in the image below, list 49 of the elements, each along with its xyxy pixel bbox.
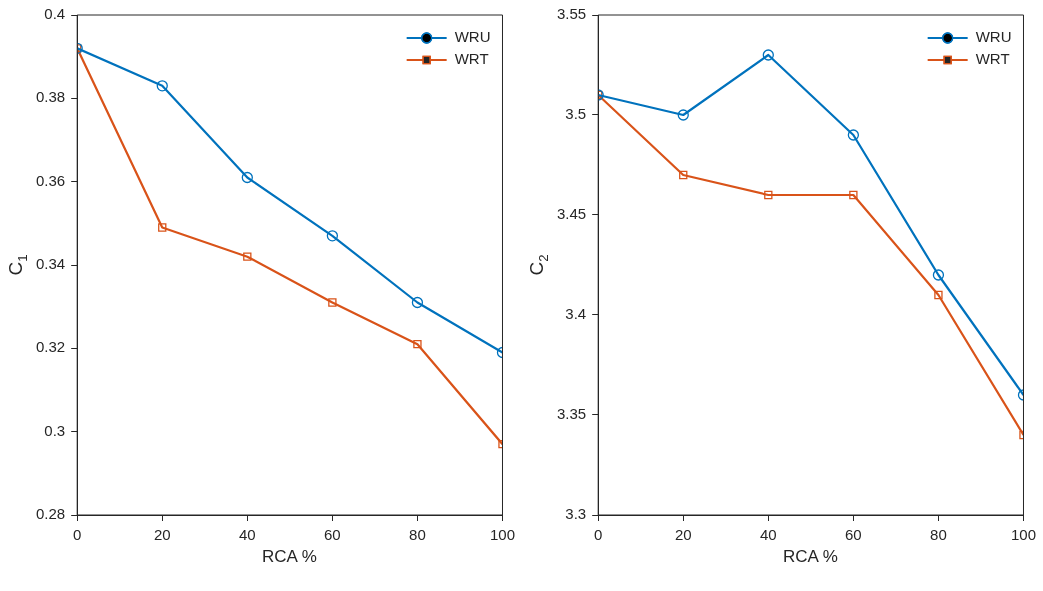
- point: [243, 252, 252, 261]
- point: [413, 339, 422, 349]
- point: [241, 171, 253, 184]
- y-tick-label: 0.28: [35, 505, 66, 523]
- x-tick-label: 80: [930, 526, 947, 544]
- point: [679, 170, 688, 180]
- y-tick-label: 3.55: [556, 5, 587, 23]
- y-tick-label: 3.5: [565, 105, 587, 123]
- y-axis-title: C2: [526, 254, 551, 276]
- y-tick-label: 0.34: [35, 255, 66, 273]
- y-tick-label: 0.4: [44, 5, 66, 23]
- point: [762, 49, 774, 61]
- x-tick-label: 80: [409, 526, 426, 544]
- point: [411, 296, 424, 309]
- point: [849, 190, 858, 200]
- point: [934, 290, 943, 300]
- x-tick-label: 40: [759, 526, 777, 544]
- point: [847, 129, 860, 141]
- y-axis-title: C1: [5, 254, 30, 276]
- x-tick-label: 40: [238, 526, 256, 544]
- x-tick-label: 0: [73, 526, 82, 544]
- x-tick-label: 0: [594, 526, 603, 544]
- point: [677, 109, 689, 121]
- legend-label: WRU: [454, 28, 491, 46]
- point: [156, 80, 168, 92]
- y-tick-label: 3.4: [565, 305, 587, 323]
- x-axis-title: RCA %: [261, 546, 317, 566]
- point: [764, 190, 773, 200]
- legend-label: WRU: [975, 28, 1012, 46]
- point: [158, 223, 167, 232]
- x-tick-label: 60: [845, 526, 862, 544]
- x-tick-label: 20: [674, 526, 692, 544]
- x-tick-label: 100: [1010, 526, 1036, 544]
- y-tick-label: 0.38: [35, 88, 66, 106]
- x-tick-label: 60: [324, 526, 341, 544]
- y-tick-label: 0.3: [44, 421, 66, 439]
- y-tick-label: 0.32: [35, 338, 66, 356]
- point: [932, 269, 945, 281]
- y-tick-label: 3.35: [556, 405, 587, 423]
- legend-label: WRT: [454, 50, 489, 68]
- x-tick-label: 20: [153, 526, 171, 544]
- y-tick-label: 0.36: [35, 171, 66, 189]
- point: [328, 298, 337, 307]
- point: [326, 230, 339, 242]
- legend-label: WRT: [975, 50, 1010, 68]
- y-tick-label: 3.3: [565, 505, 587, 523]
- x-tick-label: 100: [489, 526, 515, 544]
- x-axis-title: RCA %: [782, 546, 838, 566]
- y-tick-label: 3.45: [556, 205, 587, 223]
